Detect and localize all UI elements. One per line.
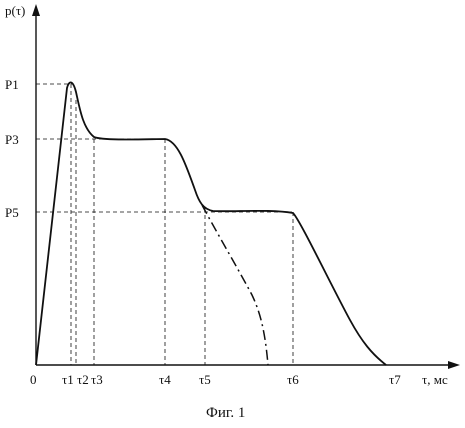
- y-tick-label-p1: P1: [5, 77, 19, 92]
- x-tick-label-tau6: τ6: [287, 372, 299, 387]
- x-tick-labels: τ1 τ2 τ3 τ4 τ5 τ6 τ7: [62, 372, 401, 387]
- origin-label: 0: [30, 372, 37, 387]
- y-tick-label-p5: P5: [5, 205, 19, 220]
- x-tick-label-tau7: τ7: [389, 372, 401, 387]
- x-tick-label-tau4: τ4: [159, 372, 171, 387]
- x-tick-label-tau1: τ1: [62, 372, 74, 387]
- axes: [32, 4, 460, 369]
- y-tick-labels: P1 P3 P5: [5, 77, 19, 220]
- y-axis-label: p(τ): [5, 3, 25, 18]
- pressure-curve-solid: [35, 81, 387, 366]
- figure-caption: Фиг. 1: [206, 405, 245, 421]
- x-tick-label-tau5: τ5: [199, 372, 211, 387]
- x-tick-label-tau2: τ2: [77, 372, 89, 387]
- y-axis-arrow: [32, 4, 40, 16]
- pressure-curve-dashdot: [201, 204, 269, 366]
- x-tick-label-tau3: τ3: [91, 372, 103, 387]
- guide-lines: [36, 83, 294, 365]
- x-axis-arrow: [448, 361, 460, 369]
- x-axis-label: τ, мс: [422, 372, 448, 387]
- y-tick-label-p3: P3: [5, 132, 19, 147]
